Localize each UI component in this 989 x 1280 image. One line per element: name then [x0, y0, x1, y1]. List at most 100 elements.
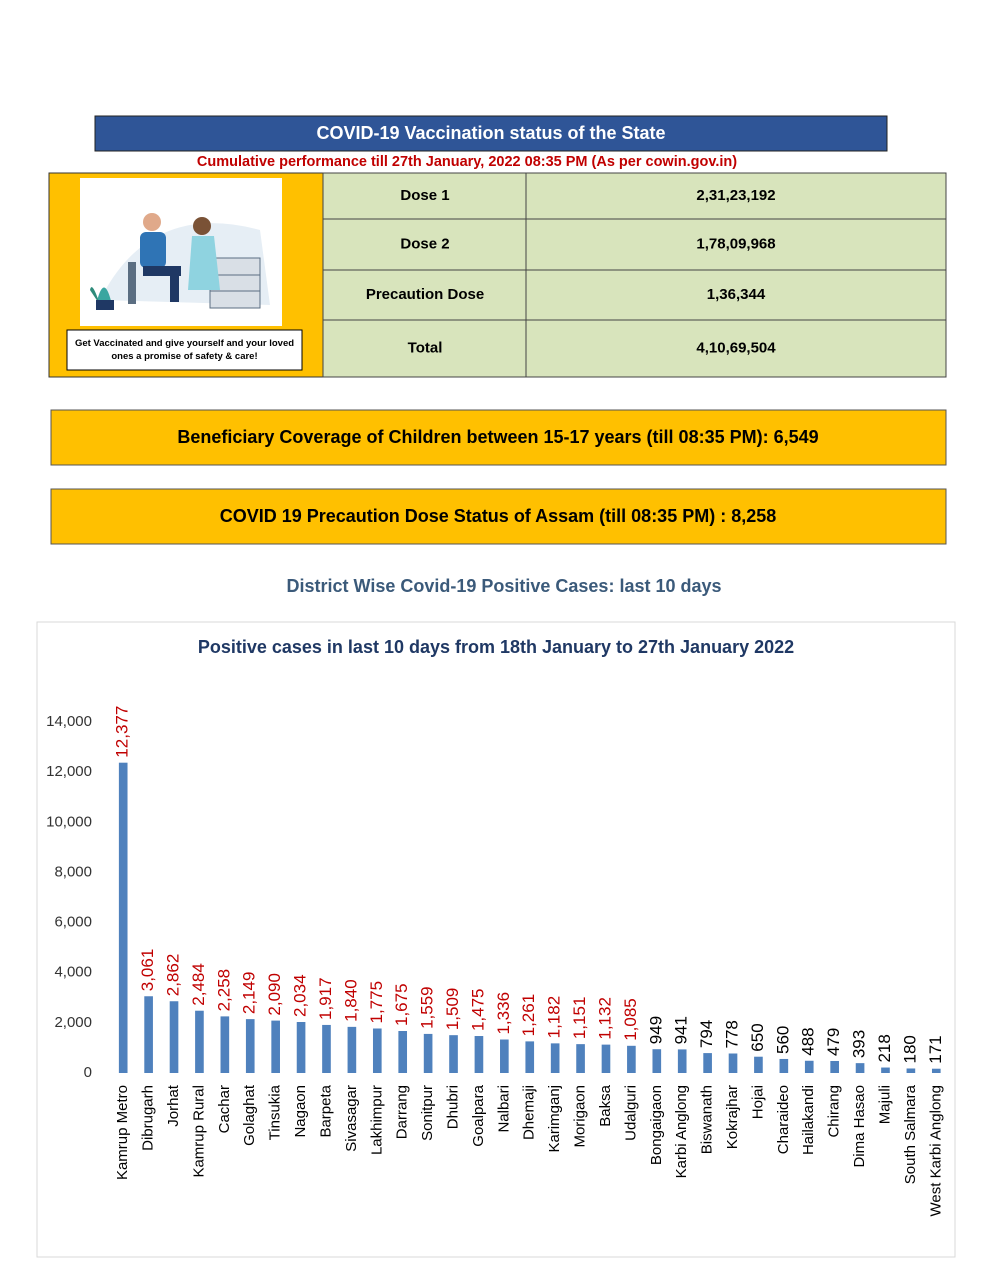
y-tick-label: 4,000 — [54, 964, 92, 981]
value-label: 488 — [799, 1027, 818, 1055]
table-cell — [322, 269, 527, 321]
value-label: 1,917 — [316, 977, 335, 1020]
value-label: 2,258 — [214, 969, 233, 1012]
table-cell — [322, 319, 527, 378]
value-label: 778 — [723, 1020, 742, 1048]
value-label: 1,475 — [468, 988, 487, 1031]
x-tick-label: Baksa — [597, 1084, 614, 1126]
x-tick-label: Morigaon — [572, 1085, 589, 1148]
bar — [576, 1044, 585, 1073]
value-label: 949 — [646, 1016, 665, 1044]
value-label: 3,061 — [138, 949, 157, 992]
value-label: 1,182 — [545, 996, 564, 1039]
banner-text: Beneficiary Coverage of Children between… — [177, 427, 818, 447]
bar — [931, 1068, 941, 1073]
value-label: 650 — [748, 1023, 767, 1051]
subtitle: Cumulative performance till 27th January… — [197, 154, 737, 170]
x-tick-label: Karimganj — [546, 1085, 563, 1153]
x-tick-label: Karbi Anglong — [673, 1085, 690, 1178]
y-tick-label: 14,000 — [46, 713, 92, 730]
value-label: 1,336 — [494, 992, 513, 1035]
x-tick-label: Udalguri — [622, 1085, 639, 1141]
bar — [296, 1022, 306, 1073]
value-label: 1,675 — [392, 983, 411, 1026]
row-value: 1,36,344 — [707, 286, 766, 303]
x-tick-label: Hojai — [749, 1085, 766, 1119]
bar — [474, 1036, 484, 1073]
bar — [449, 1035, 458, 1073]
value-label: 12,377 — [113, 706, 132, 758]
value-label: 1,775 — [367, 981, 386, 1024]
x-tick-label: Nalbari — [495, 1085, 512, 1133]
x-tick-label: Dibrugarh — [140, 1085, 157, 1151]
value-label: 1,509 — [443, 988, 462, 1031]
bar — [728, 1053, 738, 1073]
value-label: 479 — [824, 1028, 843, 1056]
chart-title: Positive cases in last 10 days from 18th… — [198, 637, 794, 657]
value-label: 1,132 — [595, 997, 614, 1040]
value-label: 1,085 — [621, 998, 640, 1041]
value-label: 1,151 — [570, 997, 589, 1040]
value-label: 393 — [850, 1030, 869, 1058]
bar — [652, 1049, 662, 1073]
bar — [118, 762, 128, 1073]
bar — [195, 1010, 204, 1073]
y-tick-label: 6,000 — [54, 914, 92, 931]
bar — [779, 1058, 789, 1073]
banner-text: COVID 19 Precaution Dose Status of Assam… — [220, 506, 777, 526]
banner — [50, 488, 947, 545]
bar — [423, 1033, 433, 1073]
value-label: 2,484 — [189, 963, 208, 1006]
row-label: Dose 2 — [400, 235, 449, 252]
bar — [144, 996, 153, 1073]
y-tick-label: 8,000 — [54, 863, 92, 880]
y-tick-label: 12,000 — [46, 763, 92, 780]
caption-box — [66, 329, 303, 371]
bar — [372, 1028, 382, 1073]
x-tick-label: Barpeta — [317, 1084, 334, 1137]
bar — [677, 1049, 687, 1073]
bar — [245, 1019, 255, 1073]
table-cell — [525, 319, 947, 378]
section-title: District Wise Covid-19 Positive Cases: l… — [286, 576, 721, 596]
value-label: 2,034 — [291, 974, 310, 1017]
x-tick-label: Kokrajhar — [724, 1085, 741, 1149]
x-tick-label: Lakhimpur — [368, 1085, 385, 1155]
row-value: 2,31,23,192 — [696, 187, 775, 204]
value-label: 2,862 — [164, 954, 183, 997]
x-tick-label: Golaghat — [241, 1084, 258, 1146]
bar — [500, 1039, 509, 1073]
x-tick-label: Darrang — [394, 1085, 411, 1139]
y-tick-label: 10,000 — [46, 813, 92, 830]
bar — [830, 1060, 839, 1073]
bar — [322, 1024, 331, 1073]
bar — [525, 1041, 535, 1073]
table-cell — [525, 269, 947, 321]
table-cell — [322, 172, 527, 220]
table-cell — [525, 172, 947, 220]
x-tick-label: Kamrup Rural — [190, 1085, 207, 1178]
value-label: 941 — [672, 1016, 691, 1044]
value-label: 1,840 — [341, 979, 360, 1022]
x-tick-label: Nagaon — [292, 1085, 309, 1138]
bar — [855, 1063, 865, 1073]
x-tick-label: Dima Hasao — [851, 1085, 868, 1168]
row-value: 1,78,09,968 — [696, 235, 775, 252]
bar — [703, 1053, 712, 1073]
bar — [627, 1045, 636, 1073]
row-label: Precaution Dose — [366, 286, 484, 303]
value-label: 218 — [875, 1034, 894, 1062]
y-tick-label: 2,000 — [54, 1014, 92, 1031]
bar — [881, 1067, 890, 1073]
row-label: Dose 1 — [400, 187, 449, 204]
x-tick-label: Tinsukia — [267, 1084, 284, 1140]
value-label: 1,261 — [519, 994, 538, 1037]
x-tick-label: Sivasagar — [343, 1085, 360, 1152]
row-value: 4,10,69,504 — [696, 339, 776, 356]
bar — [169, 1001, 179, 1073]
bar — [398, 1031, 408, 1073]
bar — [601, 1044, 611, 1073]
x-tick-label: Kamrup Metro — [114, 1085, 131, 1180]
x-tick-label: Charaideo — [775, 1085, 792, 1154]
